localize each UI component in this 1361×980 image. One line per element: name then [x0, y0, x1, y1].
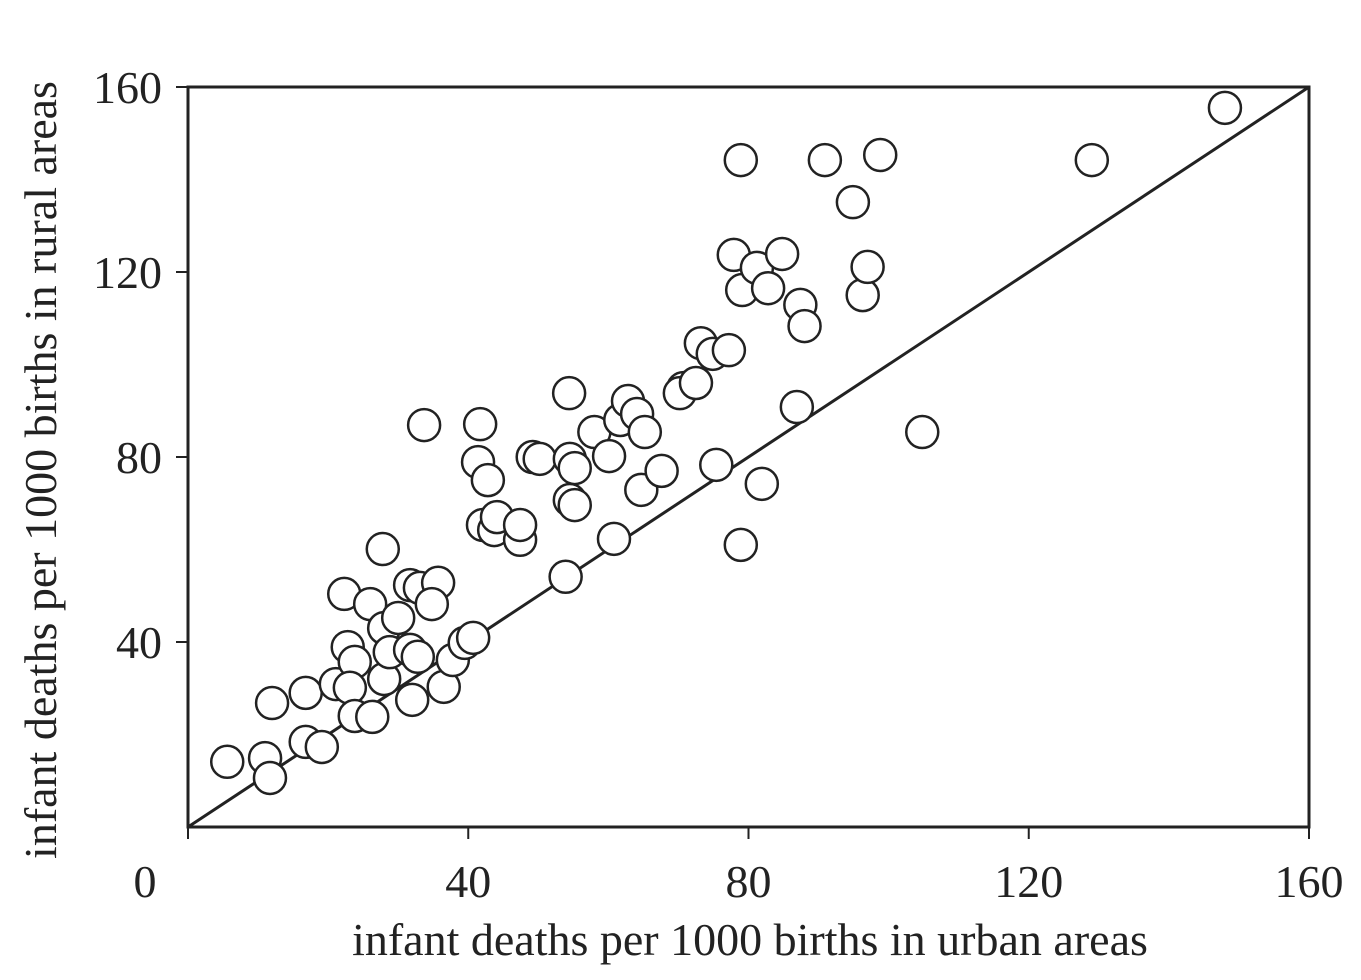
- scatter-point: [723, 527, 759, 563]
- scatter-point: [862, 137, 898, 173]
- scatter-point: [522, 441, 557, 477]
- scatter-point: [744, 466, 780, 502]
- scatter-point: [850, 249, 885, 285]
- scatter-point: [1207, 90, 1243, 126]
- scatter-point: [414, 586, 450, 622]
- scatter-point: [750, 270, 786, 306]
- scatter-point: [835, 184, 871, 220]
- scatter-point: [557, 487, 592, 523]
- scatter-point: [394, 682, 430, 718]
- scatter-point: [304, 729, 340, 765]
- scatter-point: [355, 699, 390, 735]
- scatter-point: [845, 277, 880, 313]
- scatter-point: [711, 332, 747, 368]
- scatter-point: [209, 744, 245, 780]
- y-tick-label: 120: [93, 247, 162, 298]
- scatter-point: [596, 521, 632, 557]
- scatter-point: [807, 142, 843, 178]
- scatter-point: [254, 685, 290, 721]
- scatter-point: [591, 438, 627, 474]
- scatter-point: [252, 760, 288, 796]
- y-tick-label: 80: [116, 432, 162, 483]
- scatter-point: [288, 675, 323, 711]
- x-axis-label: infant deaths per 1000 births in urban a…: [352, 914, 1148, 965]
- scatter-point: [1074, 142, 1110, 178]
- scatter-point: [905, 414, 940, 450]
- scatter-point: [365, 531, 401, 567]
- x-tick-label: 40: [445, 856, 491, 907]
- y-axis-label: infant deaths per 1000 births in rural a…: [15, 81, 66, 859]
- scatter-point: [332, 670, 368, 706]
- scatter-point: [502, 507, 538, 543]
- scatter-point: [787, 308, 822, 344]
- x-tick-label: 160: [1275, 856, 1344, 907]
- scatter-point: [764, 236, 800, 272]
- x-tick-label: 80: [726, 856, 772, 907]
- scatter-point: [470, 462, 506, 498]
- scatter-point: [455, 620, 491, 656]
- x-tick-label: 0: [134, 856, 157, 907]
- scatter-point: [644, 453, 679, 489]
- scatter-point: [462, 406, 498, 442]
- scatter-point: [723, 142, 759, 178]
- scatter-point: [627, 414, 663, 450]
- scatter-point: [551, 375, 587, 411]
- y-tick-label: 40: [116, 617, 162, 668]
- scatter-point: [557, 450, 592, 486]
- y-tick-label: 160: [93, 62, 162, 113]
- scatter-point: [406, 407, 442, 443]
- scatter-point: [380, 600, 416, 636]
- x-tick-label: 120: [994, 856, 1063, 907]
- scatter-point: [699, 447, 734, 483]
- scatter-point: [548, 559, 583, 595]
- scatter-point: [400, 639, 436, 675]
- scatter-point: [678, 365, 714, 401]
- scatter-point: [779, 389, 815, 425]
